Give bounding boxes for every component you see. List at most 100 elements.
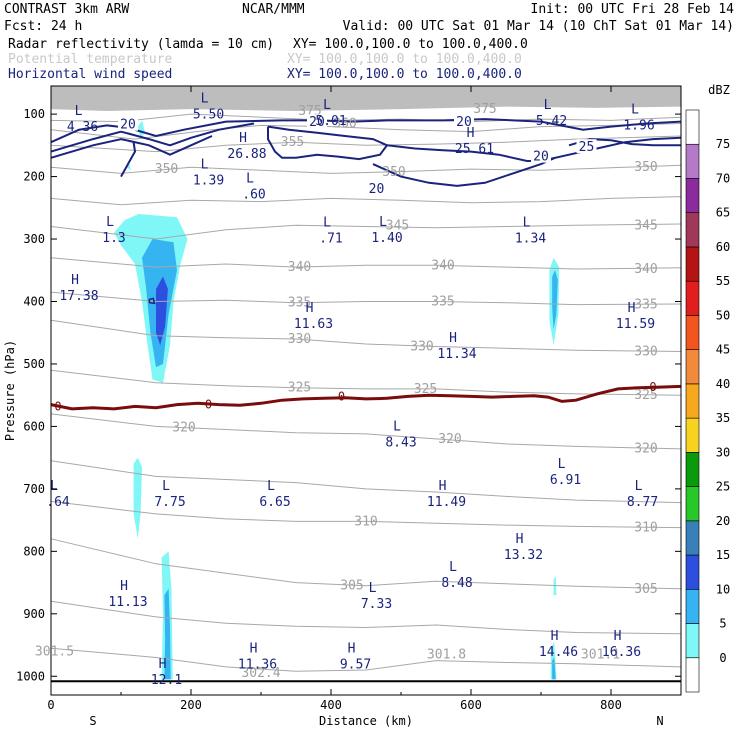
wind-high-marker: H	[348, 641, 356, 656]
theta-contour-label: 355	[281, 135, 304, 150]
theta-contour-label: 301.5	[35, 644, 74, 659]
y-axis-label: Pressure (hPa)	[3, 340, 17, 441]
institution-label: NCAR/MMM	[242, 2, 305, 17]
colorbar-tick-label: 70	[716, 171, 730, 185]
theta-contour-label: 310	[354, 514, 377, 529]
wind-high-marker: H	[551, 629, 559, 644]
wind-extremum-value: 1.3	[102, 231, 125, 246]
header: CONTRAST 3km ARW NCAR/MMM Init: 00 UTC F…	[4, 2, 734, 82]
colorbar-swatch	[685, 178, 700, 214]
theta-contour-label: 350	[634, 160, 657, 175]
theta-contour	[50, 123, 682, 140]
theta-contour-label: 335	[431, 294, 454, 309]
wind-extremum-value: 13.32	[504, 548, 543, 563]
wind-high-marker: H	[439, 479, 447, 494]
wind-low-marker: L	[635, 479, 643, 494]
wind-label-bg	[366, 181, 387, 196]
theta-contour	[50, 460, 682, 504]
x-axis-label: Distance (km)	[319, 714, 413, 728]
x-tick-label: 600	[460, 698, 482, 712]
theta-contour-label: 320	[172, 421, 195, 436]
theta-contour-label: 325	[634, 388, 657, 403]
theta-contour-label: 301.1	[581, 647, 620, 662]
wind-contour-label: 20	[120, 118, 136, 133]
wind-high-marker: H	[159, 657, 167, 672]
wind-speed-contour	[372, 156, 556, 187]
theta-contour-label: 350	[382, 165, 405, 180]
colorbar-swatch	[685, 623, 700, 659]
field-xy-wind: XY= 100.0,100.0 to 100.0,400.0	[287, 67, 522, 82]
wind-extremum-value: 26.88	[227, 147, 266, 162]
colorbar-unit-label: dBZ	[708, 83, 730, 97]
colorbar-swatch	[685, 349, 700, 385]
wind-low-marker: L	[369, 581, 377, 596]
colorbar-swatch	[685, 109, 700, 145]
wind-low-marker: L	[50, 479, 58, 494]
wind-low-marker: L	[523, 215, 531, 230]
wind-extremum-value: 1.34	[515, 231, 546, 246]
theta-contour	[50, 319, 682, 352]
field-name-theta: Potential temperature	[8, 52, 173, 67]
x-tick-label: 800	[600, 698, 622, 712]
theta-contour-label: 301.8	[427, 647, 466, 662]
theta-contour-label: 305	[634, 582, 657, 597]
wind-extremum-value: .60	[242, 188, 265, 203]
field-xy-reflectivity: XY= 100.0,100.0 to 100.0,400.0	[293, 37, 528, 52]
theta-contour	[50, 600, 682, 635]
theta-contour	[50, 291, 682, 306]
theta-contour	[50, 369, 682, 396]
theta-contour-label: 330	[410, 339, 433, 354]
colorbar-swatch	[685, 520, 700, 556]
x-tick-label: 200	[180, 698, 202, 712]
field-xy-theta: XY= 100.0,100.0 to 100.0,400.0	[287, 52, 522, 67]
plot-frame	[50, 85, 682, 696]
wind-low-marker: L	[323, 98, 331, 113]
theta-contour-label: 330	[288, 332, 311, 347]
colorbar-swatch	[685, 554, 700, 590]
wind-extremum-value: 14.46	[539, 645, 578, 660]
colorbar-swatch	[685, 383, 700, 419]
theta-dense-band	[51, 86, 681, 111]
y-tick-label: 700	[23, 482, 45, 496]
wind-high-marker: H	[467, 126, 475, 141]
wind-high-marker: H	[516, 532, 524, 547]
theta-contour-label: 320	[634, 441, 657, 456]
theta-contour-label: 340	[288, 260, 311, 275]
wind-high-marker: H	[449, 331, 457, 346]
x-tick-label: 400	[320, 698, 342, 712]
colorbar-tick-label: 45	[716, 343, 730, 357]
reflectivity-area-5dbz	[133, 457, 142, 539]
wind-speed-contour	[120, 142, 137, 178]
x-end-label-south: S	[89, 714, 96, 728]
wind-low-marker: L	[201, 92, 209, 107]
wind-extremum-value: .64	[46, 495, 70, 510]
theta-contour-label: 340	[634, 262, 657, 277]
theta-contour-label: 325	[414, 382, 437, 397]
wind-extremum-value: 16.36	[602, 645, 641, 660]
wind-extremum-value: 5.42	[536, 114, 567, 129]
wind-low-marker: L	[162, 479, 170, 494]
theta-contour-label: 350	[155, 162, 178, 177]
wind-high-marker: H	[250, 641, 258, 656]
wind-extremum-value: 11.34	[437, 347, 476, 362]
wind-low-marker: L	[75, 104, 83, 119]
reflectivity-area-10dbz	[552, 270, 558, 330]
reflectivity-area-15dbz	[156, 276, 168, 346]
wind-extremum-value: 5.50	[193, 108, 224, 123]
zero-isotherm-label: 0	[205, 398, 212, 412]
wind-extremum-value: 4.36	[67, 120, 98, 135]
wind-high-marker: H	[239, 131, 247, 146]
theta-contour-label: 302.4	[241, 666, 280, 681]
wind-speed-contour	[148, 297, 156, 305]
wind-label-bg	[454, 114, 474, 129]
colorbar-swatch	[685, 417, 700, 453]
wind-contour-label: 25	[579, 140, 595, 155]
theta-contour	[50, 196, 682, 206]
y-tick-label: 500	[23, 357, 45, 371]
zero-isotherm-label: 0	[338, 389, 345, 403]
wind-extremum-value: 11.59	[616, 317, 655, 332]
colorbar-tick-label: 25	[716, 480, 730, 494]
y-tick-label: 900	[23, 607, 45, 621]
forecast-hour: Fcst: 24 h	[4, 19, 82, 34]
wind-extremum-value: 12.1	[151, 673, 182, 688]
